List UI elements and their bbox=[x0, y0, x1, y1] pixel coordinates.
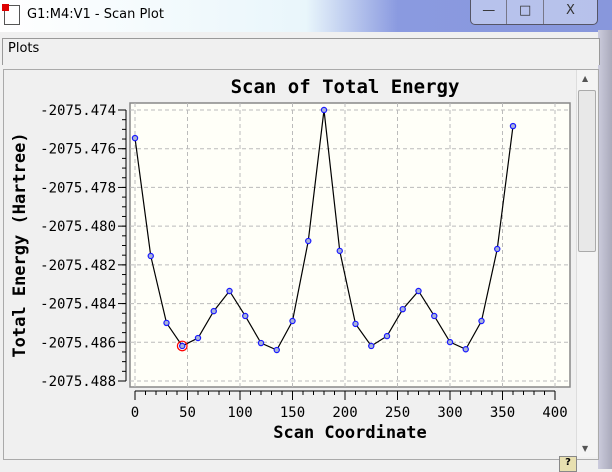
x-tick-label: 200 bbox=[332, 405, 357, 421]
data-point bbox=[210, 307, 217, 315]
data-point bbox=[494, 245, 501, 253]
app-icon bbox=[2, 4, 20, 25]
data-point bbox=[399, 305, 406, 313]
close-button[interactable]: X bbox=[565, 3, 575, 18]
scroll-thumb[interactable] bbox=[578, 90, 596, 252]
y-tick-label: -2075.484 bbox=[40, 297, 116, 313]
x-tick-label: 350 bbox=[490, 405, 515, 421]
data-point bbox=[257, 339, 265, 347]
data-point bbox=[179, 342, 186, 350]
y-tick-label: -2075.488 bbox=[40, 374, 116, 390]
chart-title: Scan of Total Energy bbox=[231, 76, 460, 98]
title-bar: G1:M4:V1 - Scan Plot — □ X bbox=[0, 0, 612, 32]
data-point bbox=[226, 287, 233, 295]
data-point bbox=[415, 287, 422, 295]
data-point bbox=[462, 346, 469, 353]
plot-panel: 0 50 100 150 200 250 300 350 400 -2075.474 -2075.4… bbox=[3, 69, 599, 460]
y-tick-label: -2075.478 bbox=[40, 180, 116, 196]
maximize-button[interactable]: □ bbox=[507, 0, 544, 24]
x-tick-label: 150 bbox=[280, 405, 305, 421]
scroll-down-arrow-icon[interactable]: ▼ bbox=[582, 444, 589, 453]
vertical-scrollbar[interactable]: ▲ ▼ bbox=[576, 70, 597, 457]
data-point bbox=[131, 134, 139, 142]
data-point bbox=[194, 334, 202, 342]
minimize-button[interactable]: — bbox=[471, 0, 508, 24]
data-point bbox=[242, 312, 249, 320]
data-point bbox=[320, 106, 328, 114]
x-tick-label: 100 bbox=[227, 405, 252, 421]
highlighted-point-marker bbox=[176, 340, 188, 352]
data-point bbox=[336, 247, 343, 255]
y-tick-label: -2075.480 bbox=[40, 219, 116, 235]
help-icon[interactable]: ? bbox=[559, 456, 577, 472]
data-point bbox=[368, 342, 375, 350]
data-point bbox=[163, 319, 170, 327]
y-tick-label: -2075.476 bbox=[40, 142, 116, 158]
window-title: G1:M4:V1 - Scan Plot bbox=[27, 7, 164, 22]
y-tick-label: -2075.482 bbox=[40, 258, 116, 274]
data-point bbox=[289, 317, 296, 325]
x-tick-label: 0 bbox=[131, 405, 139, 421]
plot-area bbox=[129, 102, 571, 388]
data-point bbox=[383, 332, 391, 340]
scan-chart: 0 50 100 150 200 250 300 350 400 -2075.474 -2075.4… bbox=[10, 76, 571, 443]
data-point bbox=[352, 320, 359, 328]
data-point bbox=[509, 122, 517, 130]
data-point bbox=[305, 237, 312, 245]
y-tick-label: -2075.486 bbox=[40, 335, 116, 351]
window-border bbox=[598, 30, 612, 469]
data-point bbox=[147, 252, 154, 260]
x-tick-label: 250 bbox=[385, 405, 410, 421]
x-axis-label: Scan Coordinate bbox=[273, 423, 427, 443]
data-point bbox=[273, 346, 280, 354]
x-tick-label: 50 bbox=[179, 405, 196, 421]
menu-bar: Plots bbox=[2, 38, 600, 65]
data-point bbox=[446, 338, 454, 346]
menu-plots[interactable]: Plots bbox=[8, 41, 40, 56]
x-tick-label: 400 bbox=[542, 405, 567, 421]
y-axis-label: Total Energy (Hartree) bbox=[10, 132, 30, 357]
x-tick-label: 300 bbox=[437, 405, 462, 421]
scroll-up-arrow-icon[interactable]: ▲ bbox=[582, 74, 589, 83]
data-point bbox=[478, 317, 485, 325]
data-point bbox=[431, 312, 438, 320]
y-tick-label: -2075.474 bbox=[40, 103, 116, 119]
